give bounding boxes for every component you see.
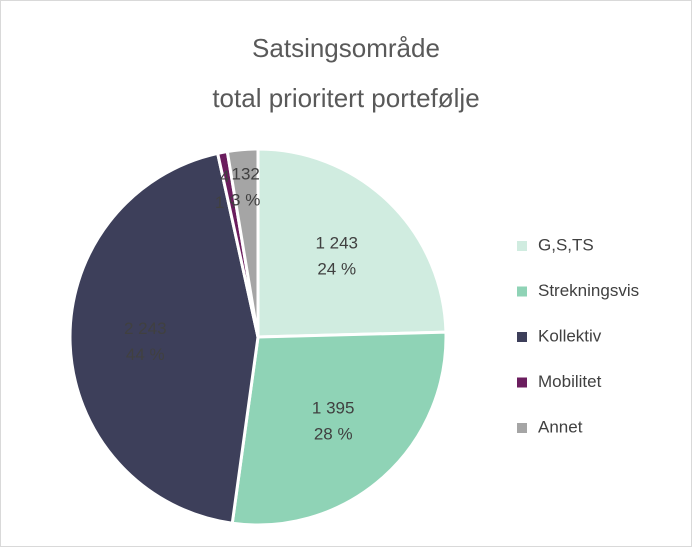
- value-label: 1 395: [312, 399, 355, 418]
- legend-swatch: [517, 423, 527, 433]
- chart-title: total prioritert portefølje: [212, 83, 479, 113]
- pie-slice: [225, 147, 260, 338]
- pie-slice: [230, 330, 448, 527]
- legend-label: Kollektiv: [538, 326, 602, 345]
- pie-slice: [68, 151, 260, 525]
- legend-label: Mobilitet: [538, 372, 602, 391]
- value-label: 1 243: [315, 234, 358, 253]
- pie-slice: [256, 147, 448, 339]
- value-label: 2 243: [124, 319, 167, 338]
- legend-label: Annet: [538, 417, 583, 436]
- percentage-label: 28 %: [314, 425, 353, 444]
- legend-swatch: [517, 286, 527, 297]
- percentage-label: 24 %: [317, 260, 356, 279]
- value-label: 132: [231, 165, 259, 184]
- chart-title: Satsingsområde: [252, 33, 440, 63]
- legend-label: G,S,TS: [538, 235, 594, 254]
- legend-swatch: [517, 332, 527, 342]
- percentage-label: 3 %: [231, 191, 260, 210]
- legend-label: Strekningsvis: [538, 281, 639, 300]
- legend-swatch: [517, 241, 527, 251]
- legend-swatch: [517, 377, 527, 388]
- percentage-label: 44 %: [126, 345, 165, 364]
